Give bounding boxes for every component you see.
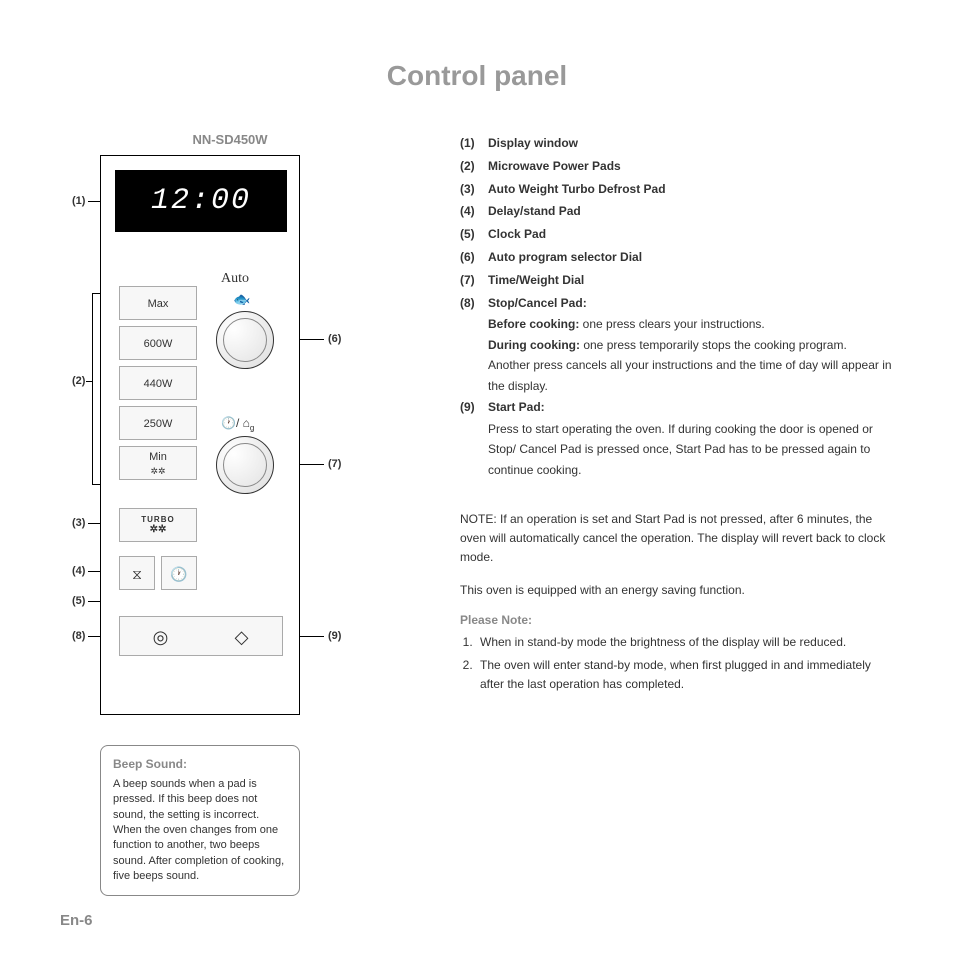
- clock-weight-label: 🕐/ ⌂g: [221, 416, 254, 432]
- snowflake-icon: ✲✲: [150, 524, 167, 535]
- notes-list: When in stand-by mode the brightness of …: [476, 633, 894, 695]
- beep-sound-box: Beep Sound: A beep sounds when a pad is …: [100, 745, 300, 896]
- time-weight-dial[interactable]: [216, 436, 274, 494]
- energy-text: This oven is equipped with an energy sav…: [460, 581, 894, 600]
- callout-5: (5): [72, 595, 85, 607]
- display-window: 12:00: [115, 170, 287, 232]
- legend-item: (1)Display window: [460, 132, 894, 155]
- control-panel: 12:00 Max 600W 440W 250W Min✲✲ Auto 🐟 🕐/…: [100, 155, 300, 715]
- start-icon: ◇: [235, 627, 249, 647]
- legend-item: (7)Time/Weight Dial: [460, 269, 894, 292]
- legend-item: (8)Stop/Cancel Pad:Before cooking: one p…: [460, 292, 894, 396]
- main-content: NN-SD450W (1) (2) (3) (4) (5) (8) (6) (7…: [60, 132, 894, 896]
- callout-3: (3): [72, 517, 85, 529]
- power-pads-group: Max 600W 440W 250W Min✲✲: [119, 286, 197, 486]
- stop-icon: ◎: [153, 627, 169, 647]
- panel-diagram: (1) (2) (3) (4) (5) (8) (6) (7) (9) 12:0…: [100, 155, 400, 715]
- power-pad-min[interactable]: Min✲✲: [119, 446, 197, 480]
- delay-stand-pad[interactable]: ⧖: [119, 556, 155, 590]
- clock-pad[interactable]: 🕐: [161, 556, 197, 590]
- power-pad-440w[interactable]: 440W: [119, 366, 197, 400]
- left-column: NN-SD450W (1) (2) (3) (4) (5) (8) (6) (7…: [60, 132, 400, 896]
- note-item: When in stand-by mode the brightness of …: [476, 633, 894, 652]
- callout-4: (4): [72, 565, 85, 577]
- callout-8: (8): [72, 630, 85, 642]
- note-item: The oven will enter stand-by mode, when …: [476, 656, 894, 694]
- please-note-heading: Please Note:: [460, 613, 894, 627]
- page-number: En-6: [60, 912, 93, 929]
- callout-6: (6): [328, 333, 341, 345]
- start-pad[interactable]: ◇: [201, 617, 282, 655]
- bracket-2: [92, 293, 100, 485]
- stop-cancel-pad[interactable]: ◎: [120, 617, 201, 655]
- power-pad-max[interactable]: Max: [119, 286, 197, 320]
- legend-item: (5)Clock Pad: [460, 223, 894, 246]
- power-pad-250w[interactable]: 250W: [119, 406, 197, 440]
- legend-item: (4)Delay/stand Pad: [460, 200, 894, 223]
- bottom-button-row: ◎ ◇: [119, 616, 283, 656]
- right-column: (1)Display window(2)Microwave Power Pads…: [460, 132, 894, 896]
- fish-icon: 🐟: [233, 291, 250, 308]
- auto-program-dial[interactable]: [216, 311, 274, 369]
- legend-item: (9)Start Pad:Press to start operating th…: [460, 396, 894, 480]
- leader-line: [86, 381, 92, 382]
- note-text: NOTE: If an operation is set and Start P…: [460, 510, 894, 568]
- legend-item: (2)Microwave Power Pads: [460, 155, 894, 178]
- hourglass-icon: ⧖: [132, 566, 142, 582]
- callout-7: (7): [328, 458, 341, 470]
- callout-2: (2): [72, 375, 85, 387]
- turbo-label: TURBO: [141, 515, 174, 524]
- auto-label: Auto: [221, 271, 249, 287]
- clock-icon: 🕐: [170, 566, 187, 582]
- turbo-defrost-pad[interactable]: TURBO ✲✲: [119, 508, 197, 542]
- power-pad-600w[interactable]: 600W: [119, 326, 197, 360]
- beep-body: A beep sounds when a pad is pressed. If …: [113, 777, 287, 885]
- callout-9: (9): [328, 630, 341, 642]
- page-title: Control panel: [60, 60, 894, 92]
- legend-item: (6)Auto program selector Dial: [460, 246, 894, 269]
- beep-title: Beep Sound:: [113, 756, 287, 773]
- legend-item: (3)Auto Weight Turbo Defrost Pad: [460, 178, 894, 201]
- delay-clock-row: ⧖ 🕐: [119, 556, 197, 590]
- legend-list: (1)Display window(2)Microwave Power Pads…: [460, 132, 894, 480]
- callout-1: (1): [72, 195, 85, 207]
- model-label: NN-SD450W: [60, 132, 400, 147]
